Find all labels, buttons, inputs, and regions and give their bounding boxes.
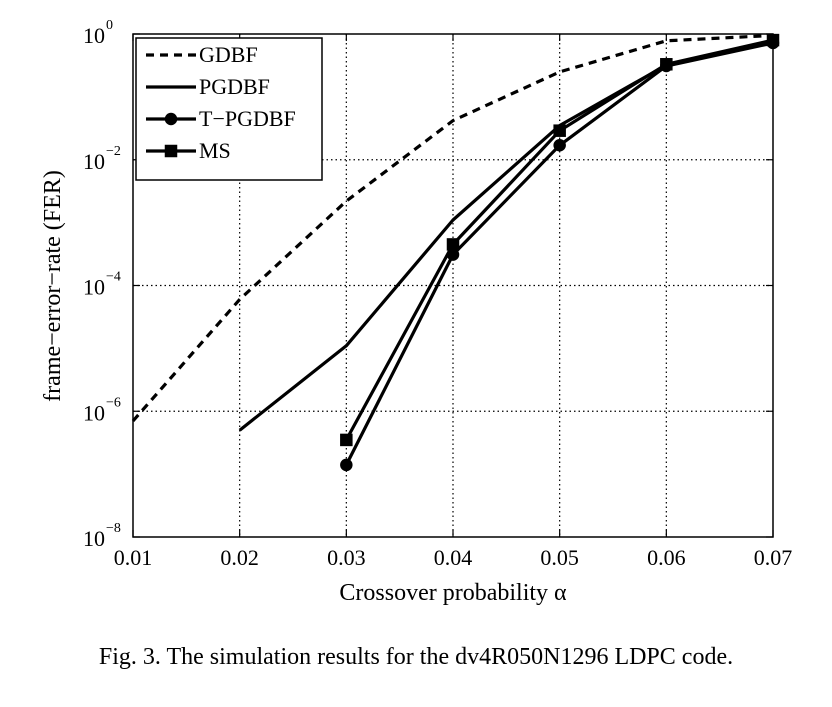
y-tick-label-base: 10: [83, 526, 105, 551]
x-tick-label: 0.03: [327, 545, 366, 570]
series-gdbf: [131, 33, 774, 423]
figure-caption: Fig. 3. The simulation results for the d…: [98, 644, 734, 670]
y-tick-label-exponent: −8: [106, 521, 121, 536]
legend-entry-t-pgdbf: T−PGDBF: [146, 106, 296, 131]
x-axis-title: Crossover probability α: [339, 580, 567, 606]
legend-label-gdbf: GDBF: [199, 42, 258, 67]
y-tick-label-exponent: −2: [106, 144, 121, 159]
y-axis-title: frame−error−rate (FER): [40, 170, 66, 402]
x-tick-labels: 0.01 0.02 0.03 0.04 0.05 0.06 0.07: [114, 545, 793, 570]
data-point-ms: [660, 58, 673, 71]
y-tick-label-exponent: −4: [106, 270, 121, 285]
legend-entry-pgdbf: PGDBF: [146, 74, 270, 99]
x-tick-label: 0.05: [540, 545, 579, 570]
y-tick-label-base: 10: [83, 275, 105, 300]
y-tick-label-base: 10: [83, 149, 105, 174]
legend-label-ms: MS: [199, 138, 231, 163]
data-point-t-pgdbf: [340, 458, 353, 472]
y-tick-label-exponent: 0: [106, 18, 113, 33]
x-tick-label: 0.04: [434, 545, 473, 570]
legend-entry-ms: MS: [146, 138, 231, 163]
data-point-ms: [446, 238, 460, 251]
y-tick-label-base: 10: [83, 400, 105, 425]
y-tick-label-exponent: −6: [106, 395, 121, 410]
legend-marker-t-pgdbf: [164, 112, 178, 126]
data-point-ms: [553, 124, 566, 137]
x-tick-label: 0.01: [114, 545, 153, 570]
legend-label-pgdbf: PGDBF: [199, 74, 270, 99]
legend: GDBF PGDBF T−PGDBF MS: [135, 37, 323, 181]
grid: [133, 34, 773, 537]
y-tick-label-base: 10: [83, 23, 105, 48]
data-point-t-pgdbf: [553, 139, 566, 152]
data-point-ms: [340, 433, 353, 447]
series-line-gdbf: [131, 33, 774, 423]
x-tick-label: 0.06: [647, 545, 686, 570]
x-tick-label: 0.07: [754, 545, 793, 570]
legend-entry-gdbf: GDBF: [146, 42, 258, 67]
x-tick-label: 0.02: [220, 545, 259, 570]
legend-marker-ms: [164, 144, 178, 158]
legend-label-t-pgdbf: T−PGDBF: [199, 106, 296, 131]
